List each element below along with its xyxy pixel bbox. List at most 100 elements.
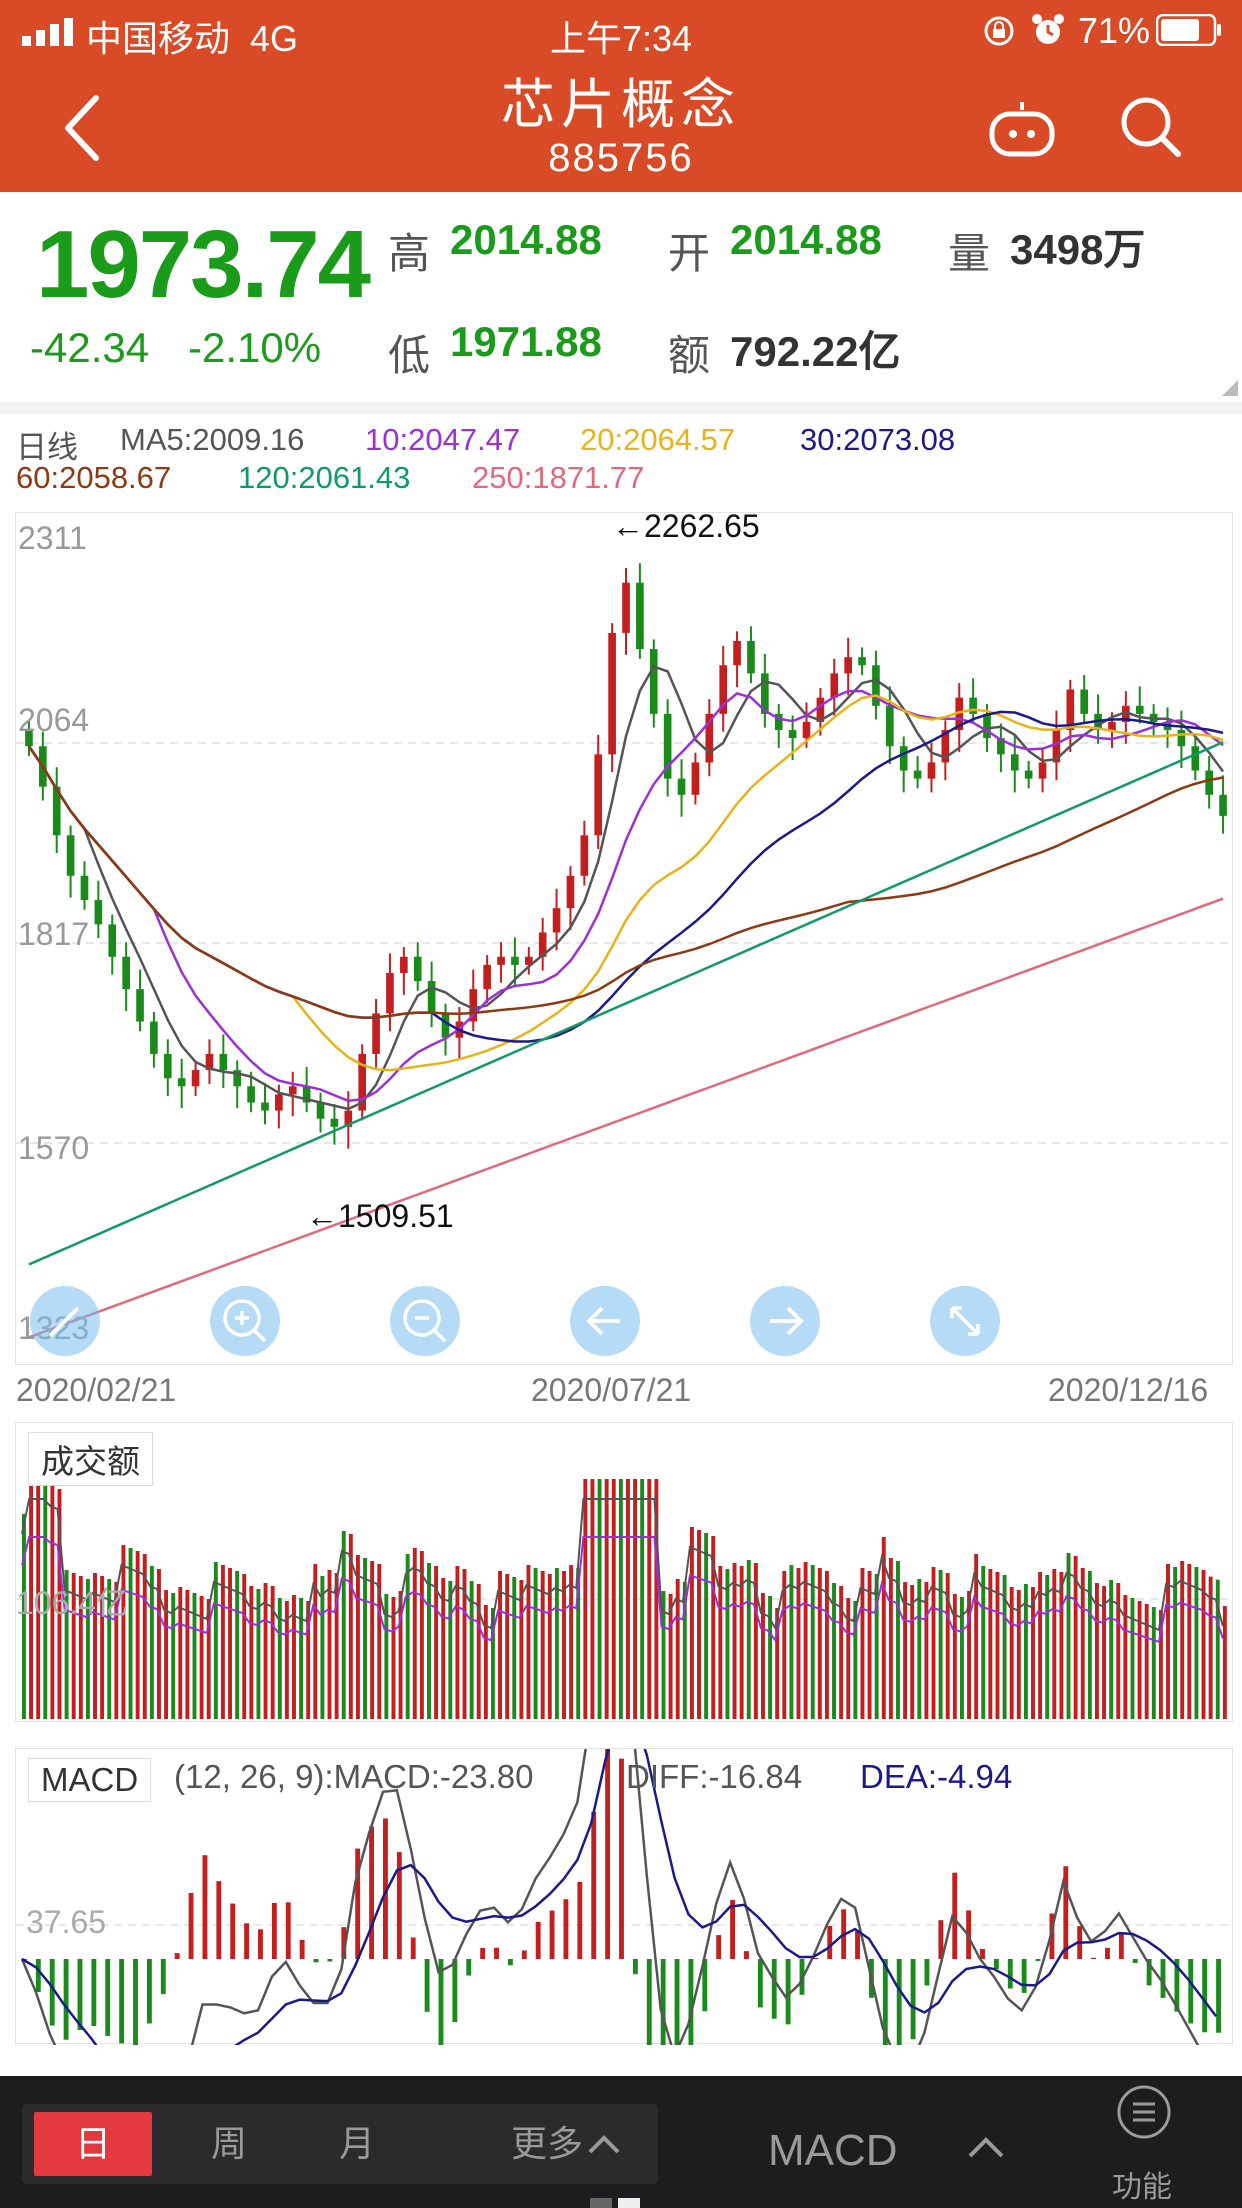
- amount-bar: [782, 1571, 787, 1719]
- kline-chart[interactable]: [15, 512, 1234, 1365]
- amount-ma-line-1: [21, 1498, 1224, 1632]
- indicator-chevron-up-icon[interactable]: [964, 2132, 1008, 2162]
- amount-bar: [1144, 1604, 1149, 1719]
- amount-bar: [441, 1578, 446, 1719]
- amount-bar: [1009, 1587, 1014, 1719]
- menu-icon[interactable]: [1116, 2084, 1172, 2140]
- amount-bar: [1059, 1572, 1064, 1719]
- amount-bar: [263, 1583, 268, 1719]
- robot-assistant-icon[interactable]: [986, 96, 1058, 160]
- amount-bar: [675, 1579, 680, 1719]
- macd-bar: [563, 1899, 569, 1959]
- amount-bar: [1201, 1570, 1206, 1719]
- period-tabs: 日 周 月 更多: [22, 2104, 658, 2184]
- amount-bar: [114, 1582, 119, 1719]
- back-arrow-icon[interactable]: [52, 86, 122, 166]
- expand-corner-icon[interactable]: [1222, 380, 1238, 396]
- amount-bar: [1187, 1564, 1192, 1719]
- scroll-left-button[interactable]: [570, 1286, 640, 1356]
- clock: 上午7:34: [549, 18, 693, 59]
- amount-bar: [107, 1579, 112, 1719]
- amount-bar: [888, 1558, 893, 1719]
- amount-bar: [746, 1560, 751, 1719]
- volume-label: 量: [948, 230, 991, 277]
- search-icon[interactable]: [1116, 92, 1184, 160]
- amount-bar: [249, 1586, 254, 1719]
- tab-day[interactable]: 日: [34, 2112, 152, 2176]
- amount-bar: [121, 1545, 126, 1719]
- amount-bar: [981, 1566, 986, 1719]
- candle-body: [233, 1070, 242, 1087]
- amount-bar: [483, 1605, 488, 1719]
- amount-bar: [661, 1591, 666, 1719]
- zoom-out-button[interactable]: [390, 1286, 460, 1356]
- arrow-left-icon: [586, 1306, 620, 1336]
- amount-bar: [590, 1479, 595, 1719]
- macd-chart[interactable]: [15, 1748, 1234, 2045]
- zoom-in-button[interactable]: [210, 1286, 280, 1356]
- amount-bar: [412, 1548, 417, 1719]
- macd-bar: [119, 1959, 125, 2044]
- amount-bar: [1094, 1583, 1099, 1719]
- ma60-legend: 60:2058.67: [16, 460, 172, 495]
- candle-body: [413, 956, 422, 982]
- chevron-up-icon[interactable]: [584, 2130, 624, 2158]
- candle-body: [1038, 762, 1047, 779]
- macd-tag[interactable]: MACD: [28, 1758, 152, 1802]
- tab-week[interactable]: 周: [210, 2123, 247, 2164]
- amount-bar: [711, 1536, 716, 1719]
- fullscreen-button[interactable]: [930, 1286, 1000, 1356]
- zoom-out-icon: [403, 1299, 447, 1343]
- candle-body: [52, 786, 61, 836]
- macd-bar: [494, 1947, 499, 1959]
- amount-bar: [682, 1582, 687, 1719]
- candle-body: [538, 932, 547, 957]
- macd-bar: [535, 1921, 541, 1959]
- candle-body: [1122, 705, 1130, 722]
- amount-bar: [1080, 1568, 1085, 1719]
- function-label[interactable]: 功能: [1112, 2171, 1172, 2204]
- candle-body: [761, 673, 769, 714]
- amount-bar: [57, 1489, 62, 1719]
- amount-bar: [626, 1479, 630, 1719]
- amount-bar: [945, 1573, 950, 1719]
- date-end: 2020/12/16: [1048, 1372, 1209, 1408]
- amount-bar: [959, 1597, 964, 1719]
- diff-line: [20, 1749, 1200, 2045]
- date-start: 2020/02/21: [16, 1372, 177, 1408]
- macd-bar: [507, 1959, 513, 1966]
- candle-body: [497, 956, 505, 965]
- amount-chart[interactable]: [15, 1422, 1234, 1722]
- candle-body: [955, 697, 964, 731]
- macd-bar: [632, 1959, 638, 1975]
- amount-bar: [1151, 1607, 1156, 1719]
- amount-bar: [157, 1569, 161, 1719]
- quote-panel: 1973.74 -42.34 -2.10% 高 2014.88 低 1971.8…: [0, 192, 1242, 402]
- indicator-switch[interactable]: MACD: [768, 2126, 898, 2175]
- macd-bar: [188, 1892, 194, 1959]
- scroll-right-button[interactable]: [750, 1286, 820, 1356]
- macd-bar: [63, 1959, 69, 2040]
- amount-bar: [128, 1548, 133, 1719]
- ma10-legend: 10:2047.47: [365, 422, 521, 457]
- macd-diff: DIFF:-16.84: [626, 1758, 803, 1795]
- draw-tool-button[interactable]: [30, 1286, 100, 1356]
- candle-body: [1219, 794, 1227, 816]
- amount-bar: [931, 1567, 936, 1719]
- ma5-legend: MA5:2009.16: [120, 422, 305, 457]
- macd-bar: [424, 1959, 430, 2012]
- amount-bar: [384, 1594, 389, 1719]
- candle-body: [372, 1013, 380, 1054]
- amount-bar: [142, 1554, 147, 1719]
- amount-bar: [1066, 1553, 1071, 1719]
- tab-month[interactable]: 月: [338, 2123, 375, 2164]
- ma60-line: [27, 745, 1224, 1019]
- candle-body: [1205, 770, 1213, 795]
- tab-more[interactable]: 更多: [510, 2123, 583, 2164]
- amount-tag[interactable]: 成交额: [28, 1432, 153, 1486]
- candle-body: [150, 1021, 158, 1054]
- amount-bar: [1137, 1601, 1142, 1719]
- amount-bar: [242, 1574, 247, 1719]
- macd-bar: [480, 1947, 486, 1959]
- amount-bar: [633, 1479, 638, 1719]
